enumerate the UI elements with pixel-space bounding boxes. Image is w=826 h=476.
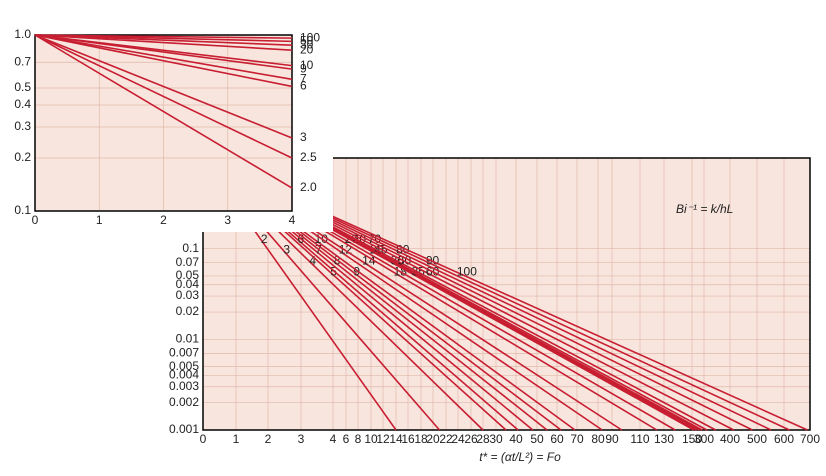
x-tick-label: 3: [298, 432, 305, 446]
x-tick-label: 80: [591, 432, 605, 446]
y-tick-label: 0.004: [169, 368, 199, 382]
x-tick-label: 3: [224, 213, 231, 227]
x-tick-label: 12: [376, 432, 390, 446]
x-tick-label: 6: [343, 432, 350, 446]
curve: [34, 34, 293, 139]
y-tick-label: 0.1: [14, 203, 31, 217]
y-tick-label: 0.3: [14, 119, 31, 133]
x-tick-label: 4: [330, 432, 337, 446]
x-tick-label: 20: [426, 432, 440, 446]
x-tick-label: 1: [233, 432, 240, 446]
y-tick-label: 0.4: [14, 97, 31, 111]
y-tick-label: 0.2: [14, 150, 31, 164]
y-tick-label: 0.5: [14, 80, 31, 94]
x-tick-label: 16: [401, 432, 415, 446]
y-tick-label: 0.003: [169, 379, 199, 393]
x-tick-label: 0: [200, 432, 207, 446]
x-tick-label: 4: [289, 213, 296, 227]
curve: [34, 34, 293, 47]
x-tick-label: 60: [550, 432, 564, 446]
y-tick-label: 0.007: [169, 346, 199, 360]
y-tick-label: 0.7: [14, 54, 31, 68]
x-tick-label: 70: [570, 432, 584, 446]
y-tick-label: 0.002: [169, 395, 199, 409]
y-tick-label: 0.05: [176, 268, 200, 282]
curve-label: 10: [300, 58, 314, 72]
y-tick-label: 0.02: [176, 304, 200, 318]
curve: [34, 34, 293, 51]
x-tick-label: 14: [389, 432, 403, 446]
curve-label: 14: [362, 254, 376, 268]
curve-label: 7: [300, 71, 307, 85]
y-tick-label: 0.07: [176, 255, 200, 269]
x-tick-label: 600: [774, 432, 794, 446]
x-tick-label: 50: [530, 432, 544, 446]
curve-label: 100: [300, 30, 320, 44]
x-tick-label: 22: [439, 432, 453, 446]
y-tick-label: 0.001: [169, 422, 199, 436]
curve-label: 50: [300, 34, 314, 48]
curve: [34, 34, 293, 70]
curve-label: 20: [300, 42, 314, 56]
curve-label: 100: [457, 264, 477, 278]
x-tick-label: 1: [96, 213, 103, 227]
x-tick-label: 28: [476, 432, 490, 446]
x-tick-label: 0: [32, 213, 39, 227]
y-tick-label: 0.1: [182, 241, 199, 255]
plot-frame: [202, 157, 811, 431]
x-tick-label: 400: [720, 432, 740, 446]
curve: [34, 34, 293, 88]
curve-label: 3: [300, 130, 307, 144]
y-tick-label: 0.01: [176, 332, 200, 346]
x-tick-label: 18: [414, 432, 428, 446]
curve: [34, 34, 293, 189]
annotation: Bi⁻¹ = k/hL: [676, 202, 733, 216]
y-tick-label: 0.03: [176, 288, 200, 302]
x-tick-label: 150: [682, 432, 702, 446]
x-tick-label: 90: [605, 432, 619, 446]
curve-label: 2.5: [300, 150, 317, 164]
y-tick-label: 0.04: [176, 277, 200, 291]
x-tick-label: 30: [489, 432, 503, 446]
curve-label: 2.0: [300, 180, 317, 194]
x-tick-label: 700: [800, 432, 820, 446]
curve: [34, 34, 293, 81]
curve-label: 4: [309, 254, 316, 268]
x-tick-label: 500: [747, 432, 767, 446]
x-tick-label: 10: [364, 432, 378, 446]
x-tick-label: 110: [630, 432, 649, 446]
curve-label: 3: [283, 243, 290, 257]
curve-label: 30: [300, 37, 314, 51]
curve-label: 6: [300, 79, 307, 93]
x-tick-label: 24: [451, 432, 465, 446]
x-tick-label: 40: [509, 432, 523, 446]
plot-frame: [34, 34, 293, 212]
x-tick-label: 2: [160, 213, 167, 227]
curve-label: 9: [300, 61, 307, 75]
x-tick-label: 300: [694, 432, 714, 446]
y-tick-label: 0.005: [169, 359, 199, 373]
y-tick-label: 1.0: [14, 27, 31, 41]
x-tick-label: 26: [464, 432, 478, 446]
curve-label: 2: [261, 232, 268, 246]
x-axis-label: t* = (αt/L²) = Fo: [479, 450, 561, 464]
x-tick-label: 2: [265, 432, 272, 446]
curve: [34, 34, 293, 159]
x-tick-label: 130: [654, 432, 674, 446]
x-tick-label: 8: [355, 432, 362, 446]
